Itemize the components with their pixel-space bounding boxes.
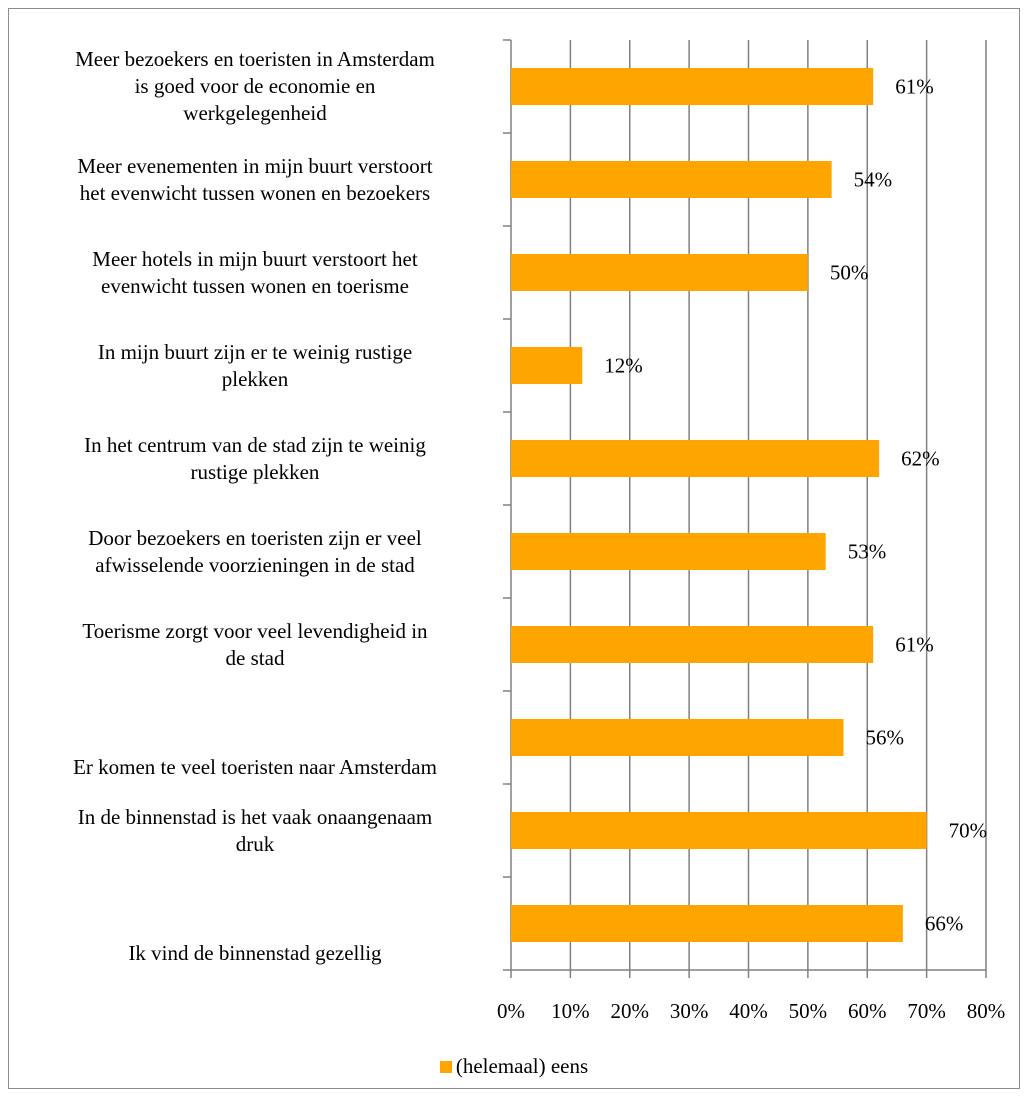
bar (511, 440, 880, 477)
x-tick-label: 30% (670, 999, 709, 1023)
category-label-line: Ik vind de binnenstad gezellig (128, 941, 382, 965)
data-label: 53% (848, 540, 887, 564)
x-tick-label: 50% (789, 999, 828, 1023)
data-label: 54% (854, 168, 893, 192)
category-label-line: het evenwicht tussen wonen en bezoekers (79, 180, 431, 205)
category-label-line: is goed voor de economie en (134, 74, 376, 98)
data-label: 70% (949, 819, 988, 843)
category-label: Ik vind de binnenstad gezellig (20, 940, 490, 967)
data-labels: 61% 54% 50% 12% 62% 53% 61% 56% 70% 66% (604, 75, 987, 936)
category-label-line: In mijn buurt zijn er te weinig rustige (97, 339, 413, 364)
x-tick-label: 10% (551, 999, 590, 1023)
bar (511, 161, 832, 198)
bar (511, 533, 826, 570)
category-label: In het centrum van de stad zijn te weini… (20, 432, 490, 486)
category-label-line: Door bezoekers en toeristen zijn er veel (88, 525, 422, 550)
bar (511, 347, 583, 384)
data-label: 61% (895, 75, 934, 99)
category-label: In de binnenstad is het vaak onaangenaam… (20, 804, 490, 858)
legend: (helemaal) eens (0, 1054, 1028, 1078)
x-tick-label: 40% (729, 999, 768, 1023)
category-label: Meer hotels in mijn buurt verstoort het e… (20, 246, 490, 300)
bars (511, 68, 927, 942)
bar (511, 719, 844, 756)
category-label-line: Meer bezoekers en toeristen in Amsterdam (75, 47, 435, 71)
category-label: Er komen te veel toeristen naar Amsterda… (20, 754, 490, 781)
category-label-line: afwisselende voorzieningen in de stad (95, 552, 415, 577)
x-tick-label: 60% (848, 999, 887, 1023)
category-label-line: In het centrum van de stad zijn te weini… (84, 432, 426, 457)
category-label-line: Meer evenementen in mijn buurt verstoort (77, 153, 433, 178)
category-label: Toerisme zorgt voor veel levendigheid in… (20, 618, 490, 672)
bar (511, 905, 903, 942)
category-label-line: werkgelegenheid (183, 101, 327, 125)
legend-label: (helemaal) eens (455, 1054, 589, 1078)
category-label-line: Er komen te veel toeristen naar Amsterda… (73, 755, 437, 779)
x-tick-label: 0% (497, 999, 525, 1023)
category-label-line: plekken (221, 366, 289, 391)
data-label: 56% (866, 726, 905, 750)
x-tick-label: 20% (611, 999, 650, 1023)
data-label: 61% (895, 633, 934, 657)
category-label-line: Meer hotels in mijn buurt verstoort het (92, 246, 418, 271)
data-label: 12% (604, 354, 643, 378)
category-label: Meer evenementen in mijn buurt verstoort… (20, 153, 490, 207)
category-label-line: rustige plekken (190, 459, 320, 484)
bar (511, 68, 874, 105)
data-label: 62% (901, 447, 940, 471)
data-label: 50% (830, 261, 869, 285)
category-label-line: druk (235, 831, 275, 856)
chart-frame (8, 8, 1020, 1089)
data-label: 66% (925, 912, 964, 936)
x-tick-label: 80% (967, 999, 1006, 1023)
bar (511, 812, 927, 849)
category-label-line: de stad (225, 645, 285, 670)
category-label: Door bezoekers en toeristen zijn er veel… (20, 525, 490, 579)
category-label-line: Toerisme zorgt voor veel levendigheid in (82, 618, 428, 643)
category-label: Meer bezoekers en toeristen in Amsterdam… (20, 46, 490, 127)
legend-swatch (439, 1061, 452, 1073)
category-label: In mijn buurt zijn er te weinig rustige p… (20, 339, 490, 393)
x-tick-label: 70% (907, 999, 946, 1023)
bar (511, 626, 874, 663)
category-label-line: In de binnenstad is het vaak onaangenaam (77, 804, 433, 829)
category-label-line: evenwicht tussen wonen en toerisme (101, 273, 409, 298)
bar (511, 254, 808, 291)
x-tick-labels: 0% 10% 20% 30% 40% 50% 60% 70% 80% (497, 999, 1005, 1023)
